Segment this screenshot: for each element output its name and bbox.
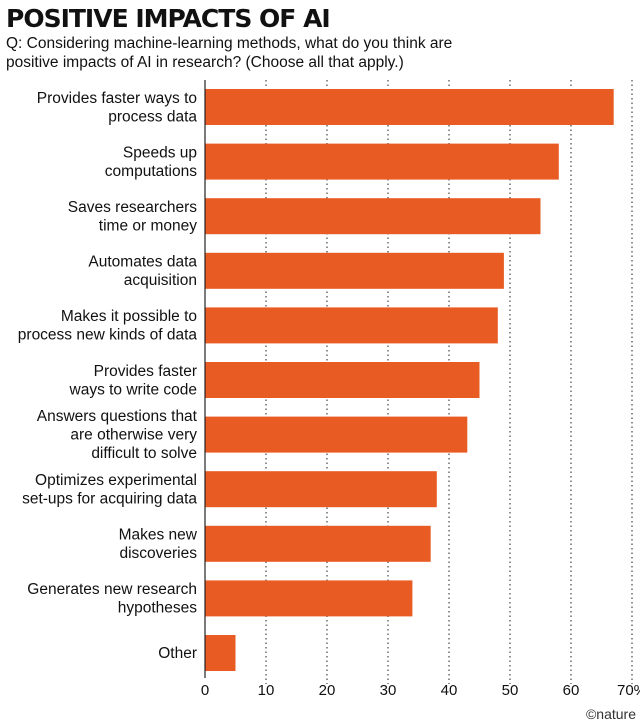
bar: [205, 471, 437, 508]
category-label-line: acquisition: [124, 272, 197, 289]
category-label-line: Optimizes experimental: [35, 472, 197, 489]
x-tick-label: 40: [441, 682, 458, 699]
x-tick-label: 60: [563, 682, 580, 699]
x-tick-label: 70%: [617, 682, 640, 699]
category-label-line: process new kinds of data: [18, 327, 198, 344]
category-label-line: time or money: [99, 217, 197, 234]
category-label-line: Other: [158, 645, 197, 662]
category-label-line: are otherwise very: [70, 427, 197, 444]
category-label-line: Generates new research: [27, 581, 197, 598]
x-tick-label: 10: [258, 682, 275, 699]
bar: [205, 252, 504, 289]
category-label-line: Speeds up: [123, 144, 197, 161]
category-label-line: Provides faster ways to: [37, 90, 197, 107]
bar: [205, 580, 413, 617]
category-labels: Provides faster ways to process data Speed…: [18, 90, 198, 662]
category-label: Answers questions that are otherwise very…: [37, 408, 198, 462]
category-label-line: computations: [105, 163, 197, 180]
bar: [205, 89, 614, 125]
credit-nature: ©nature: [585, 706, 636, 722]
x-tick-label: 50: [502, 682, 519, 699]
category-label-line: Makes it possible to: [61, 308, 197, 325]
category-label-line: Makes new: [119, 527, 198, 544]
bars: [205, 89, 614, 671]
category-label: Provides faster ways to process data: [37, 90, 198, 126]
category-label-line: process data: [108, 108, 197, 125]
bar: [205, 362, 480, 398]
category-label: Provides faster ways to write code: [69, 363, 198, 399]
chart-question: Q: Considering machine-learning methods,…: [6, 35, 453, 71]
x-tick-label: 20: [319, 682, 336, 699]
category-label-line: ways to write code: [69, 381, 198, 398]
category-label: Other: [158, 645, 197, 662]
bar: [205, 198, 541, 235]
x-tick-labels: 0 10 20 30 40 50 60 70%: [201, 682, 640, 699]
category-label-line: difficult to solve: [91, 445, 197, 462]
category-label-line: hypotheses: [118, 600, 198, 617]
category-label: Automates data acquisition: [88, 254, 197, 290]
category-label: Speeds up computations: [105, 144, 197, 180]
category-label-line: Saves researchers: [68, 199, 197, 216]
bar: [205, 635, 236, 671]
category-label-line: discoveries: [119, 545, 197, 562]
category-label-line: Provides faster: [94, 363, 197, 380]
category-label: Makes it possible to process new kinds of…: [18, 308, 198, 344]
chart-title: POSITIVE IMPACTS OF AI: [6, 4, 331, 33]
bar: [205, 307, 498, 344]
category-label-line: Answers questions that: [37, 408, 198, 425]
category-label: Makes new discoveries: [119, 527, 198, 563]
bar: [205, 416, 468, 453]
x-tick-label: 0: [201, 682, 209, 699]
category-label-line: Automates data: [88, 254, 197, 271]
x-tick-label: 30: [380, 682, 397, 699]
bar: [205, 525, 431, 562]
category-label: Saves researchers time or money: [68, 199, 197, 235]
category-label-line: set-ups for acquiring data: [22, 490, 197, 507]
bar: [205, 143, 559, 180]
category-label: Optimizes experimental set-ups for acquir…: [22, 472, 197, 508]
category-label: Generates new research hypotheses: [27, 581, 197, 617]
